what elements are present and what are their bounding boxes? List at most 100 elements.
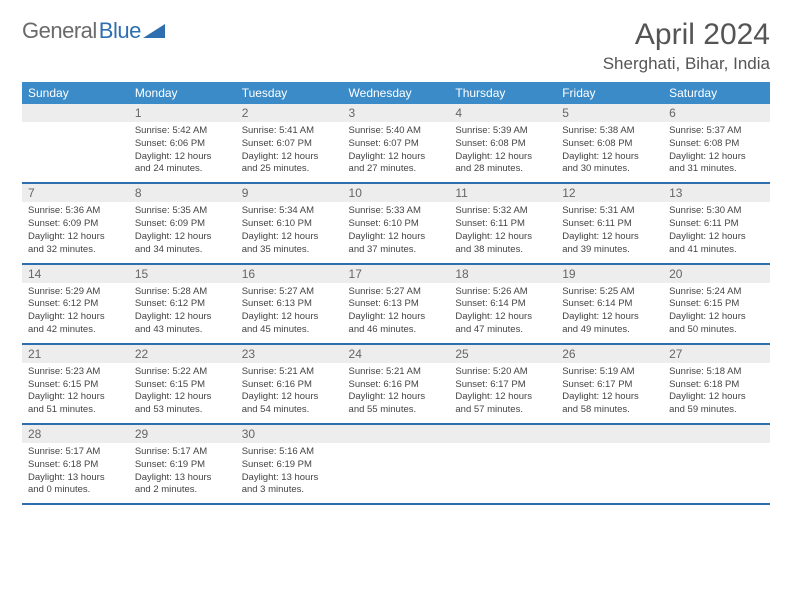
day-number xyxy=(556,425,663,443)
calendar-cell: 19Sunrise: 5:25 AMSunset: 6:14 PMDayligh… xyxy=(556,264,663,344)
calendar-cell: 23Sunrise: 5:21 AMSunset: 6:16 PMDayligh… xyxy=(236,344,343,424)
detail-line: Daylight: 12 hours and 34 minutes. xyxy=(135,231,230,257)
day-number: 13 xyxy=(663,184,770,202)
detail-line: Sunrise: 5:37 AM xyxy=(669,125,764,138)
header: GeneralBlue April 2024 Sherghati, Bihar,… xyxy=(22,18,770,74)
detail-line: Sunset: 6:13 PM xyxy=(242,298,337,311)
day-number: 2 xyxy=(236,104,343,122)
day-details xyxy=(22,122,129,178)
detail-line: Sunrise: 5:21 AM xyxy=(242,366,337,379)
day-number: 19 xyxy=(556,265,663,283)
detail-line: Daylight: 12 hours and 41 minutes. xyxy=(669,231,764,257)
calendar-week: 7Sunrise: 5:36 AMSunset: 6:09 PMDaylight… xyxy=(22,183,770,263)
detail-line: Sunset: 6:15 PM xyxy=(135,379,230,392)
day-number: 6 xyxy=(663,104,770,122)
day-details: Sunrise: 5:34 AMSunset: 6:10 PMDaylight:… xyxy=(236,202,343,262)
detail-line: Sunrise: 5:32 AM xyxy=(455,205,550,218)
calendar-cell: 27Sunrise: 5:18 AMSunset: 6:18 PMDayligh… xyxy=(663,344,770,424)
calendar-cell: 11Sunrise: 5:32 AMSunset: 6:11 PMDayligh… xyxy=(449,183,556,263)
day-number: 26 xyxy=(556,345,663,363)
day-details: Sunrise: 5:21 AMSunset: 6:16 PMDaylight:… xyxy=(343,363,450,423)
detail-line: Sunrise: 5:40 AM xyxy=(349,125,444,138)
detail-line: Daylight: 13 hours and 3 minutes. xyxy=(242,472,337,498)
day-details: Sunrise: 5:26 AMSunset: 6:14 PMDaylight:… xyxy=(449,283,556,343)
weekday-header: Sunday Monday Tuesday Wednesday Thursday… xyxy=(22,82,770,104)
detail-line: Sunset: 6:17 PM xyxy=(455,379,550,392)
day-details: Sunrise: 5:18 AMSunset: 6:18 PMDaylight:… xyxy=(663,363,770,423)
title-block: April 2024 Sherghati, Bihar, India xyxy=(603,18,770,74)
day-number xyxy=(663,425,770,443)
day-details: Sunrise: 5:36 AMSunset: 6:09 PMDaylight:… xyxy=(22,202,129,262)
calendar-week: 28Sunrise: 5:17 AMSunset: 6:18 PMDayligh… xyxy=(22,424,770,504)
detail-line: Daylight: 12 hours and 27 minutes. xyxy=(349,151,444,177)
calendar-cell xyxy=(663,424,770,504)
detail-line: Sunset: 6:11 PM xyxy=(455,218,550,231)
day-details xyxy=(556,443,663,499)
calendar-cell: 22Sunrise: 5:22 AMSunset: 6:15 PMDayligh… xyxy=(129,344,236,424)
detail-line: Sunset: 6:11 PM xyxy=(562,218,657,231)
detail-line: Daylight: 12 hours and 46 minutes. xyxy=(349,311,444,337)
detail-line: Sunrise: 5:28 AM xyxy=(135,286,230,299)
day-details: Sunrise: 5:27 AMSunset: 6:13 PMDaylight:… xyxy=(343,283,450,343)
day-number: 23 xyxy=(236,345,343,363)
day-details: Sunrise: 5:38 AMSunset: 6:08 PMDaylight:… xyxy=(556,122,663,182)
detail-line: Sunset: 6:15 PM xyxy=(669,298,764,311)
detail-line: Sunrise: 5:26 AM xyxy=(455,286,550,299)
calendar-cell: 14Sunrise: 5:29 AMSunset: 6:12 PMDayligh… xyxy=(22,264,129,344)
calendar-week: 14Sunrise: 5:29 AMSunset: 6:12 PMDayligh… xyxy=(22,264,770,344)
detail-line: Sunrise: 5:34 AM xyxy=(242,205,337,218)
calendar-cell: 28Sunrise: 5:17 AMSunset: 6:18 PMDayligh… xyxy=(22,424,129,504)
detail-line: Daylight: 12 hours and 57 minutes. xyxy=(455,391,550,417)
detail-line: Sunset: 6:08 PM xyxy=(669,138,764,151)
day-number: 18 xyxy=(449,265,556,283)
day-details: Sunrise: 5:17 AMSunset: 6:18 PMDaylight:… xyxy=(22,443,129,503)
calendar-cell: 24Sunrise: 5:21 AMSunset: 6:16 PMDayligh… xyxy=(343,344,450,424)
day-details: Sunrise: 5:20 AMSunset: 6:17 PMDaylight:… xyxy=(449,363,556,423)
detail-line: Sunset: 6:16 PM xyxy=(349,379,444,392)
weekday-heading: Saturday xyxy=(663,82,770,104)
detail-line: Sunrise: 5:41 AM xyxy=(242,125,337,138)
day-details: Sunrise: 5:16 AMSunset: 6:19 PMDaylight:… xyxy=(236,443,343,503)
detail-line: Daylight: 12 hours and 45 minutes. xyxy=(242,311,337,337)
day-details: Sunrise: 5:30 AMSunset: 6:11 PMDaylight:… xyxy=(663,202,770,262)
detail-line: Daylight: 12 hours and 39 minutes. xyxy=(562,231,657,257)
detail-line: Sunrise: 5:27 AM xyxy=(349,286,444,299)
month-title: April 2024 xyxy=(603,18,770,52)
calendar-cell xyxy=(556,424,663,504)
day-number: 14 xyxy=(22,265,129,283)
calendar-table: Sunday Monday Tuesday Wednesday Thursday… xyxy=(22,82,770,505)
calendar-cell: 20Sunrise: 5:24 AMSunset: 6:15 PMDayligh… xyxy=(663,264,770,344)
detail-line: Sunset: 6:09 PM xyxy=(28,218,123,231)
day-details: Sunrise: 5:31 AMSunset: 6:11 PMDaylight:… xyxy=(556,202,663,262)
day-number: 8 xyxy=(129,184,236,202)
calendar-cell xyxy=(449,424,556,504)
calendar-cell: 12Sunrise: 5:31 AMSunset: 6:11 PMDayligh… xyxy=(556,183,663,263)
detail-line: Daylight: 12 hours and 59 minutes. xyxy=(669,391,764,417)
calendar-cell: 9Sunrise: 5:34 AMSunset: 6:10 PMDaylight… xyxy=(236,183,343,263)
detail-line: Daylight: 12 hours and 49 minutes. xyxy=(562,311,657,337)
day-details: Sunrise: 5:29 AMSunset: 6:12 PMDaylight:… xyxy=(22,283,129,343)
detail-line: Sunrise: 5:35 AM xyxy=(135,205,230,218)
detail-line: Sunset: 6:19 PM xyxy=(242,459,337,472)
detail-line: Daylight: 12 hours and 58 minutes. xyxy=(562,391,657,417)
detail-line: Sunrise: 5:27 AM xyxy=(242,286,337,299)
detail-line: Daylight: 12 hours and 25 minutes. xyxy=(242,151,337,177)
calendar-cell: 1Sunrise: 5:42 AMSunset: 6:06 PMDaylight… xyxy=(129,104,236,183)
detail-line: Daylight: 12 hours and 50 minutes. xyxy=(669,311,764,337)
detail-line: Daylight: 12 hours and 28 minutes. xyxy=(455,151,550,177)
detail-line: Sunrise: 5:29 AM xyxy=(28,286,123,299)
detail-line: Daylight: 12 hours and 35 minutes. xyxy=(242,231,337,257)
detail-line: Sunset: 6:11 PM xyxy=(669,218,764,231)
detail-line: Sunset: 6:14 PM xyxy=(455,298,550,311)
calendar-cell: 7Sunrise: 5:36 AMSunset: 6:09 PMDaylight… xyxy=(22,183,129,263)
day-details: Sunrise: 5:27 AMSunset: 6:13 PMDaylight:… xyxy=(236,283,343,343)
detail-line: Sunset: 6:08 PM xyxy=(562,138,657,151)
detail-line: Sunset: 6:07 PM xyxy=(349,138,444,151)
detail-line: Sunrise: 5:16 AM xyxy=(242,446,337,459)
day-details: Sunrise: 5:23 AMSunset: 6:15 PMDaylight:… xyxy=(22,363,129,423)
day-number: 20 xyxy=(663,265,770,283)
day-number: 25 xyxy=(449,345,556,363)
day-details xyxy=(663,443,770,499)
day-number: 10 xyxy=(343,184,450,202)
detail-line: Sunrise: 5:39 AM xyxy=(455,125,550,138)
